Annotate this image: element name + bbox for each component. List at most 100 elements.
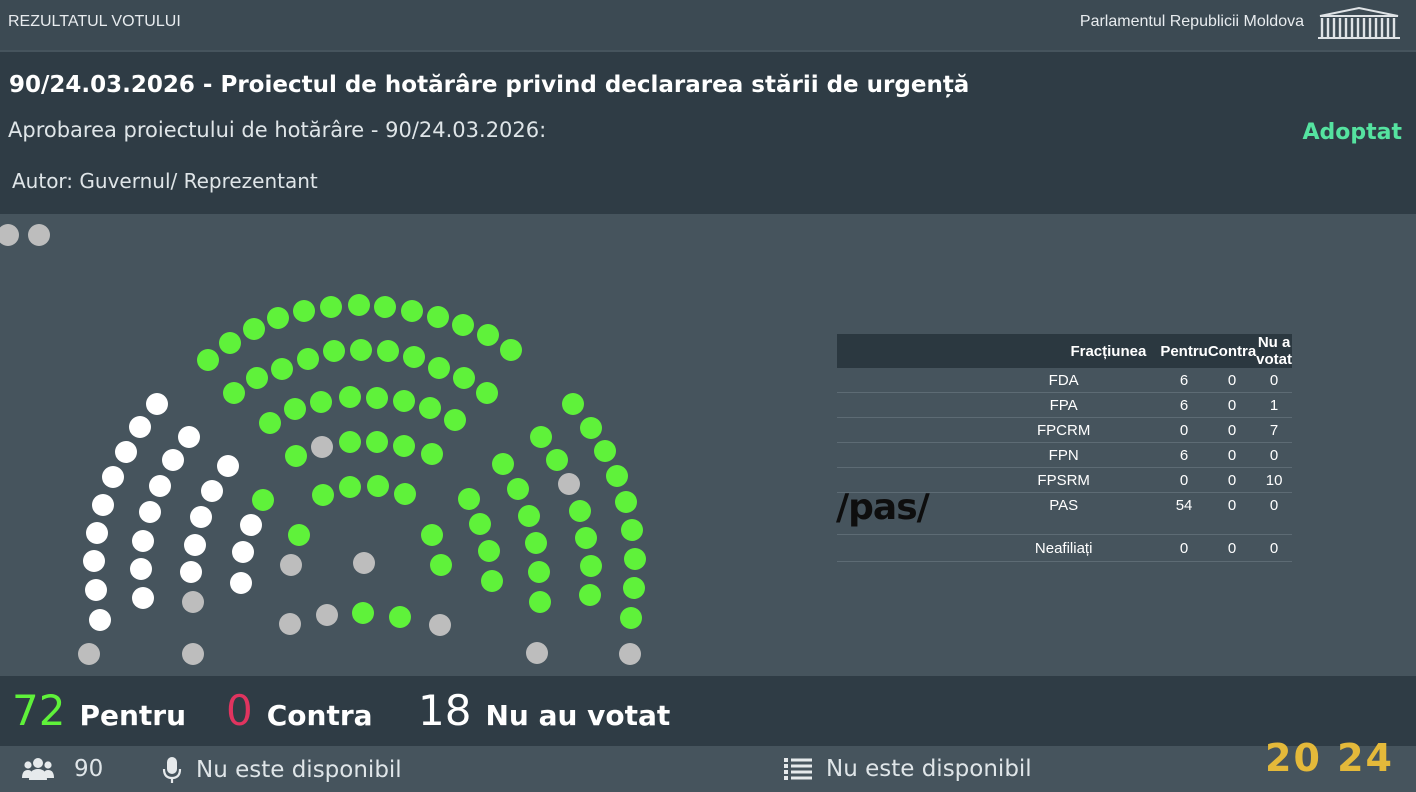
seat-pentru <box>507 478 529 500</box>
header-faction: Fracțiunea <box>837 334 1161 368</box>
header-nu-a-votat: Nu a votat <box>1256 334 1293 368</box>
seat-pentru <box>339 431 361 453</box>
seat-pentru <box>219 332 241 354</box>
total-pentru: 72 Pentru <box>12 686 186 735</box>
table-row: PAS 54 0 0 <box>837 492 1292 535</box>
total-nu: 18 Nu au votat <box>418 686 670 735</box>
year-watermark: 20 24 <box>1265 736 1394 780</box>
seat-pentru <box>246 367 268 389</box>
cell-contra: 0 <box>1207 492 1257 535</box>
pentru-count: 72 <box>12 686 66 735</box>
seat-absent <box>558 473 580 495</box>
table-row: FPA 6 0 1 <box>837 392 1292 418</box>
vote-author: Autor: Guvernul/ Reprezentant <box>12 169 318 193</box>
seat-pentru <box>401 300 423 322</box>
cell-contra: 0 <box>1207 417 1257 443</box>
seat-pentru <box>621 519 643 541</box>
parliament-logo-icon <box>1312 6 1406 40</box>
seat-pentru <box>312 484 334 506</box>
faction-name: FDA <box>837 368 1161 393</box>
cell-contra: 0 <box>1207 442 1257 468</box>
seat-nu-a-votat <box>217 455 239 477</box>
seat-pentru <box>243 318 265 340</box>
cell-nu: 0 <box>1256 442 1292 468</box>
cell-nu: 0 <box>1256 492 1292 535</box>
table-row: FPN 6 0 0 <box>837 442 1292 468</box>
seat-pentru <box>339 476 361 498</box>
cell-contra: 0 <box>1207 534 1257 562</box>
seat-pentru <box>403 346 425 368</box>
seat-pentru <box>259 412 281 434</box>
faction-name: FPSRM <box>837 467 1161 493</box>
seat-nu-a-votat <box>85 579 107 601</box>
seat-pentru <box>197 349 219 371</box>
microphone-icon <box>162 757 182 783</box>
seat-pentru <box>580 417 602 439</box>
vote-totals: 72 Pentru 0 Contra 18 Nu au votat <box>0 676 1416 746</box>
seat-nu-a-votat <box>86 522 108 544</box>
faction-name: FPN <box>837 442 1161 468</box>
faction-table: Fracțiunea Pentru Contra Nu a votat FDA … <box>837 334 1292 562</box>
seat-pentru <box>453 367 475 389</box>
status-badge: Adoptat <box>1302 120 1402 145</box>
seat-pentru <box>323 340 345 362</box>
total-contra: 0 Contra <box>226 686 373 735</box>
members-count: 90 <box>74 756 104 782</box>
mic-status-text: Nu este disponibil <box>196 757 402 783</box>
cell-nu: 0 <box>1256 534 1292 562</box>
page-title: 90/24.03.2026 - Proiectul de hotărâre pr… <box>9 72 970 98</box>
seat-nu-a-votat <box>232 541 254 563</box>
seat-nu-a-votat <box>201 480 223 502</box>
faction-name: FPCRM <box>837 417 1161 443</box>
seat-nu-a-votat <box>83 550 105 572</box>
seat-pentru <box>606 465 628 487</box>
seat-pentru <box>530 426 552 448</box>
seat-nu-a-votat <box>115 441 137 463</box>
pas-party-logo: /pas/ <box>836 487 930 528</box>
contra-count: 0 <box>226 686 253 735</box>
faction-name: Neafiliați <box>837 534 1161 562</box>
seat-pentru <box>252 489 274 511</box>
seat-pentru <box>394 483 416 505</box>
vote-subtitle: Aprobarea proiectului de hotărâre - 90/2… <box>8 118 547 142</box>
seat-nu-a-votat <box>180 561 202 583</box>
nu-label: Nu au votat <box>485 699 671 732</box>
seat-pentru <box>374 296 396 318</box>
cell-nu: 0 <box>1256 368 1292 393</box>
seat-absent <box>0 224 19 246</box>
cell-pentru: 0 <box>1160 417 1208 443</box>
cell-nu: 7 <box>1256 417 1292 443</box>
pentru-label: Pentru <box>79 699 187 732</box>
microphone-status: Nu este disponibil <box>162 756 402 784</box>
seat-pentru <box>546 449 568 471</box>
faction-name: PAS <box>837 492 1161 535</box>
seat-nu-a-votat <box>92 494 114 516</box>
seat-pentru <box>528 561 550 583</box>
seat-pentru <box>350 339 372 361</box>
seat-pentru <box>525 532 547 554</box>
seat-nu-a-votat <box>89 609 111 631</box>
seat-pentru <box>320 296 342 318</box>
table-row: FPSRM 0 0 10 <box>837 467 1292 493</box>
seat-pentru <box>458 488 480 510</box>
seat-nu-a-votat <box>240 514 262 536</box>
cell-contra: 0 <box>1207 467 1257 493</box>
cell-contra: 0 <box>1207 368 1257 393</box>
seat-nu-a-votat <box>190 506 212 528</box>
footer-bar: 90 Nu este disponibil Nu este disponibil <box>0 746 1416 792</box>
seat-pentru <box>393 435 415 457</box>
table-row: Neafiliați 0 0 0 <box>837 534 1292 562</box>
seat-pentru <box>421 443 443 465</box>
seat-absent <box>280 554 302 576</box>
seat-pentru <box>580 555 602 577</box>
seat-pentru <box>500 339 522 361</box>
seat-pentru <box>575 527 597 549</box>
top-bar: REZULTATUL VOTULUI Parlamentul Republici… <box>0 0 1416 50</box>
seat-pentru <box>562 393 584 415</box>
seat-pentru <box>352 602 374 624</box>
seat-pentru <box>393 390 415 412</box>
seat-pentru <box>476 382 498 404</box>
members-present: 90 <box>22 756 103 782</box>
seat-pentru <box>469 513 491 535</box>
seat-pentru <box>624 548 646 570</box>
